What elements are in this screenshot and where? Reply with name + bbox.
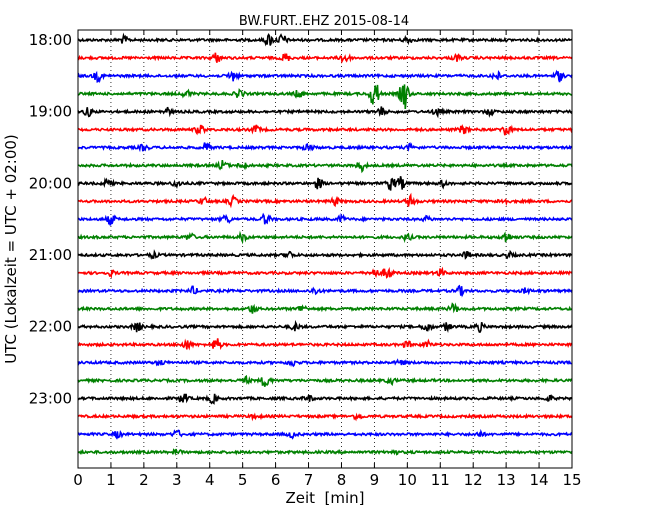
x-tick-label: 3	[172, 471, 182, 489]
x-tick-label: 10	[398, 471, 417, 489]
x-tick-label: 1	[106, 471, 116, 489]
trace-line-18:15	[77, 52, 573, 64]
trace-line-23:30	[77, 428, 573, 440]
trace-line-19:00	[77, 106, 573, 119]
x-tick-label: 2	[139, 471, 149, 489]
trace-line-23:45	[77, 448, 573, 456]
x-tick-label: 7	[304, 471, 314, 489]
x-tick-label: 4	[205, 471, 215, 489]
y-tick-label: 23:00	[29, 389, 72, 407]
x-tick-label: 12	[464, 471, 483, 489]
y-axis-label: UTC (Lokalzeit = UTC + 02:00)	[2, 134, 20, 364]
x-tick-label: 6	[271, 471, 281, 489]
y-tick-label: 18:00	[29, 31, 72, 49]
chart-title: BW.FURT..EHZ 2015-08-14	[239, 14, 409, 29]
trace-line-22:30	[77, 358, 573, 368]
x-axis-ticks: 0 1 2 3 4 5 6 7 8 9 10 11 12 13 14 15	[73, 30, 582, 489]
y-axis-ticks: 18:00 19:00 20:00 21:00 22:00 23:00	[29, 31, 572, 407]
trace-line-21:30	[77, 284, 573, 298]
trace-line-18:30	[77, 69, 573, 84]
trace-line-18:45	[77, 84, 573, 110]
trace-line-22:45	[77, 374, 573, 387]
x-tick-label: 9	[370, 471, 380, 489]
trace-line-23:00	[77, 393, 573, 405]
x-tick-label: 13	[497, 471, 516, 489]
x-tick-label: 0	[73, 471, 83, 489]
trace-line-22:00	[77, 319, 573, 333]
trace-line-20:15	[77, 192, 573, 209]
y-tick-label: 21:00	[29, 246, 72, 264]
trace-line-21:45	[77, 302, 573, 314]
trace-line-19:15	[77, 124, 573, 136]
y-tick-label: 20:00	[29, 174, 72, 192]
trace-line-20:30	[77, 212, 573, 226]
trace-line-20:00	[77, 176, 573, 191]
trace-line-21:15	[77, 266, 573, 279]
trace-group	[77, 32, 573, 456]
trace-line-21:00	[77, 249, 573, 260]
x-tick-label: 11	[431, 471, 450, 489]
y-tick-label: 19:00	[29, 103, 72, 121]
plot-frame	[77, 29, 573, 469]
trace-line-20:45	[77, 230, 573, 245]
trace-line-22:15	[77, 338, 573, 351]
x-tick-label: 14	[530, 471, 549, 489]
y-tick-label: 22:00	[29, 318, 72, 336]
x-tick-label: 5	[238, 471, 248, 489]
trace-line-18:00	[77, 32, 573, 47]
trace-line-19:30	[77, 142, 573, 153]
trace-line-19:45	[77, 159, 573, 174]
trace-line-23:15	[77, 412, 573, 422]
x-tick-label: 8	[337, 471, 347, 489]
x-axis-label: Zeit [min]	[285, 489, 364, 507]
vertical-gridlines	[110, 30, 540, 468]
x-tick-label: 15	[562, 471, 581, 489]
